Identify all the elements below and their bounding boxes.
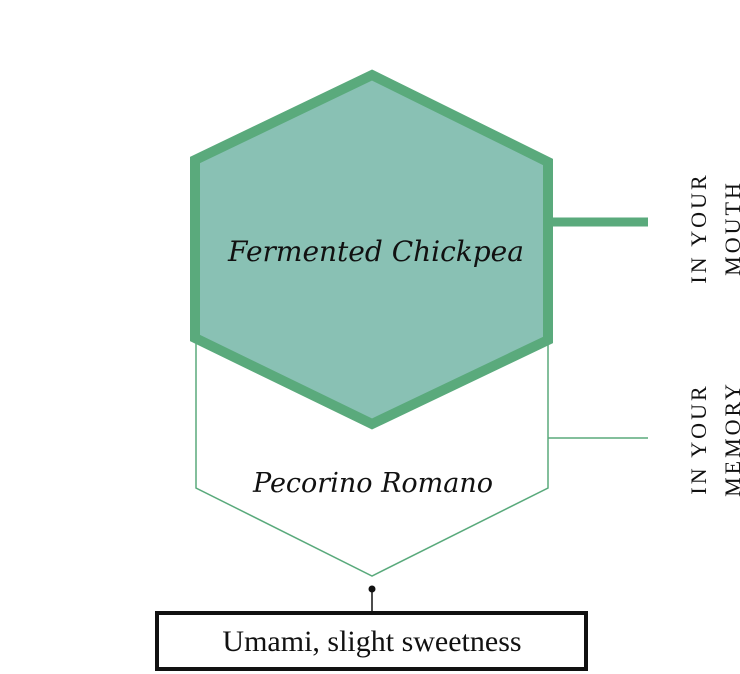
taste-description-box (155, 611, 588, 671)
fermented-chickpea-label: Fermented Chickpea (227, 235, 524, 268)
side-label-memory-line1: IN YOUR (686, 383, 711, 494)
mouth-hexagon (190, 69, 553, 430)
side-label-mouth-line2: MOUTH (720, 180, 740, 276)
side-label-memory-line2: MEMORY (720, 381, 740, 497)
side-label-memory: IN YOUR MEMORY (686, 381, 740, 497)
side-label-mouth-line1: IN YOUR (686, 172, 711, 283)
pecorino-romano-label: Pecorino Romano (252, 468, 493, 499)
side-label-mouth: IN YOUR MOUTH (686, 172, 740, 283)
taste-description-text: Umami, slight sweetness (222, 625, 521, 658)
